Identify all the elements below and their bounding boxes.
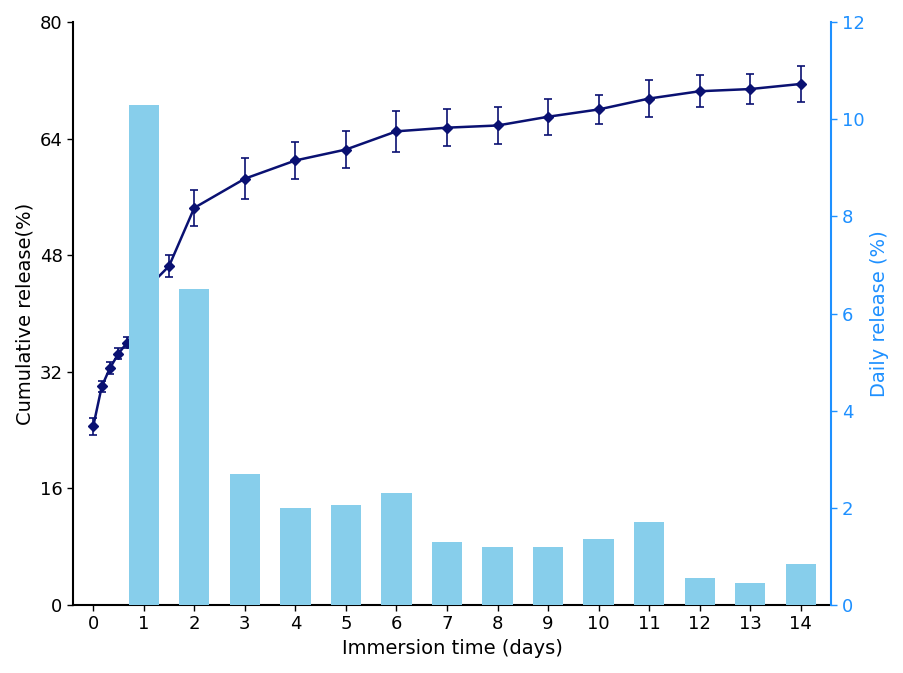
Y-axis label: Cumulative release(%): Cumulative release(%) <box>15 203 34 425</box>
Bar <box>482 546 512 605</box>
Bar <box>633 522 664 605</box>
Bar <box>381 493 411 605</box>
Bar <box>582 540 613 605</box>
Bar <box>280 508 311 605</box>
Bar <box>179 289 209 605</box>
Y-axis label: Daily release (%): Daily release (%) <box>869 230 888 397</box>
Bar <box>785 564 815 605</box>
Bar <box>128 104 159 605</box>
Bar <box>229 474 260 605</box>
Bar <box>533 546 563 605</box>
Bar <box>684 578 714 605</box>
Bar <box>734 583 765 605</box>
Bar <box>330 505 360 605</box>
X-axis label: Immersion time (days): Immersion time (days) <box>341 639 562 658</box>
Bar <box>432 542 461 605</box>
